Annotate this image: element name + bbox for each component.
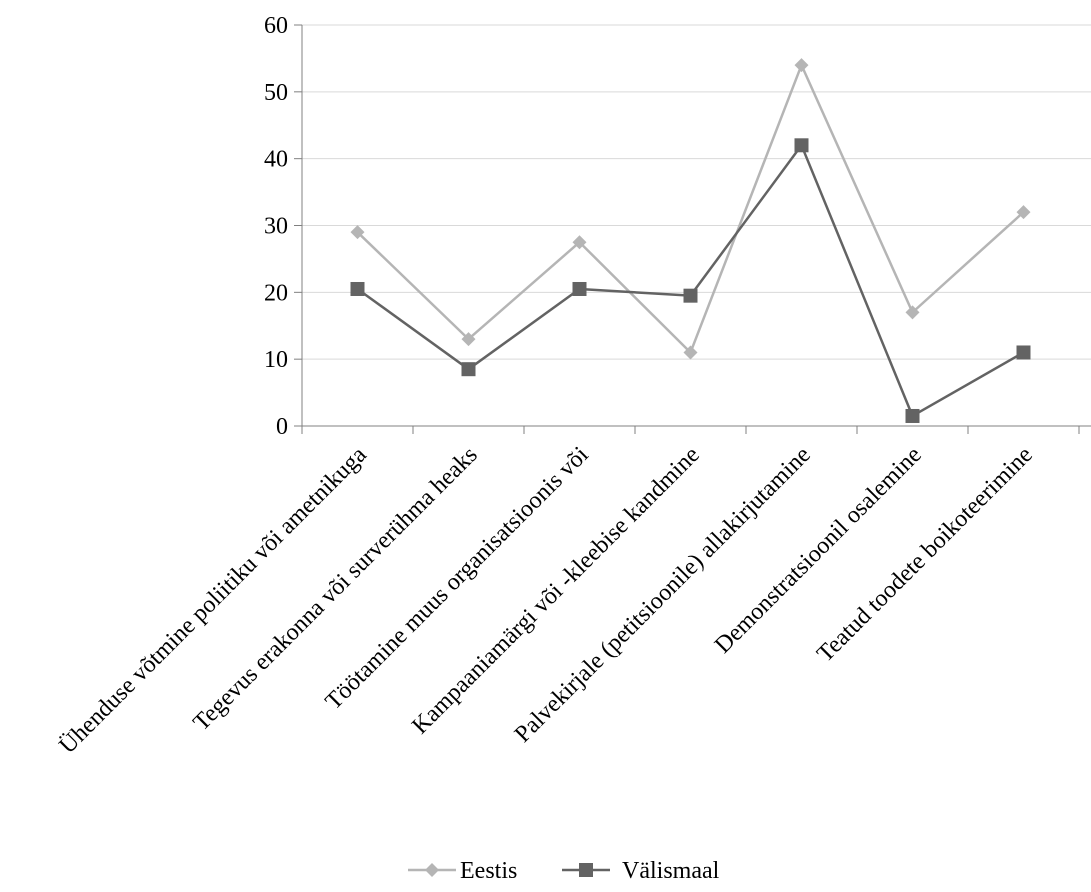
y-tick-label: 30 — [264, 214, 288, 240]
data-point-square — [683, 288, 698, 303]
legend-diamond-marker — [425, 863, 439, 877]
legend-label: Eestis — [460, 858, 517, 884]
data-point-square — [350, 281, 365, 296]
y-tick-label: 50 — [264, 80, 288, 106]
data-point-diamond — [1016, 205, 1031, 220]
data-point-diamond — [350, 225, 365, 240]
data-point-square — [794, 138, 809, 153]
legend-item: Välismaal — [562, 858, 720, 884]
series-2 — [350, 138, 1031, 423]
y-tick-labels: 0 10 20 30 40 50 60 — [264, 13, 288, 440]
data-point-diamond — [794, 58, 809, 73]
y-tick-label: 40 — [264, 147, 288, 173]
data-point-square — [461, 362, 476, 377]
y-tick-label: 60 — [264, 13, 288, 39]
category-label: Demonstratsioonil osalemine — [710, 442, 927, 659]
y-tick-label: 10 — [264, 347, 288, 373]
series-lines — [350, 58, 1031, 423]
category-label: Teatud toodete boikoteerimine — [812, 442, 1037, 667]
series-1 — [350, 58, 1031, 360]
series-line — [356, 144, 1025, 418]
gridlines — [302, 24, 1091, 360]
data-point-diamond — [905, 305, 920, 320]
legend-square-marker — [579, 863, 593, 877]
legend-label: Välismaal — [622, 858, 720, 884]
data-point-square — [1016, 345, 1031, 360]
legend-item: Eestis — [408, 858, 517, 884]
data-point-diamond — [683, 345, 698, 360]
x-tick-labels: Ühenduse võtmine poliitiku või ametnikug… — [55, 442, 1038, 759]
legend: Eestis Välismaal — [408, 858, 720, 884]
axes — [294, 24, 1091, 434]
data-point-square — [572, 281, 587, 296]
data-point-diamond — [572, 235, 587, 250]
data-point-square — [905, 408, 920, 423]
data-point-diamond — [461, 332, 476, 347]
series-line — [356, 63, 1025, 354]
y-tick-label: 0 — [276, 414, 288, 440]
y-tick-label: 20 — [264, 280, 288, 306]
